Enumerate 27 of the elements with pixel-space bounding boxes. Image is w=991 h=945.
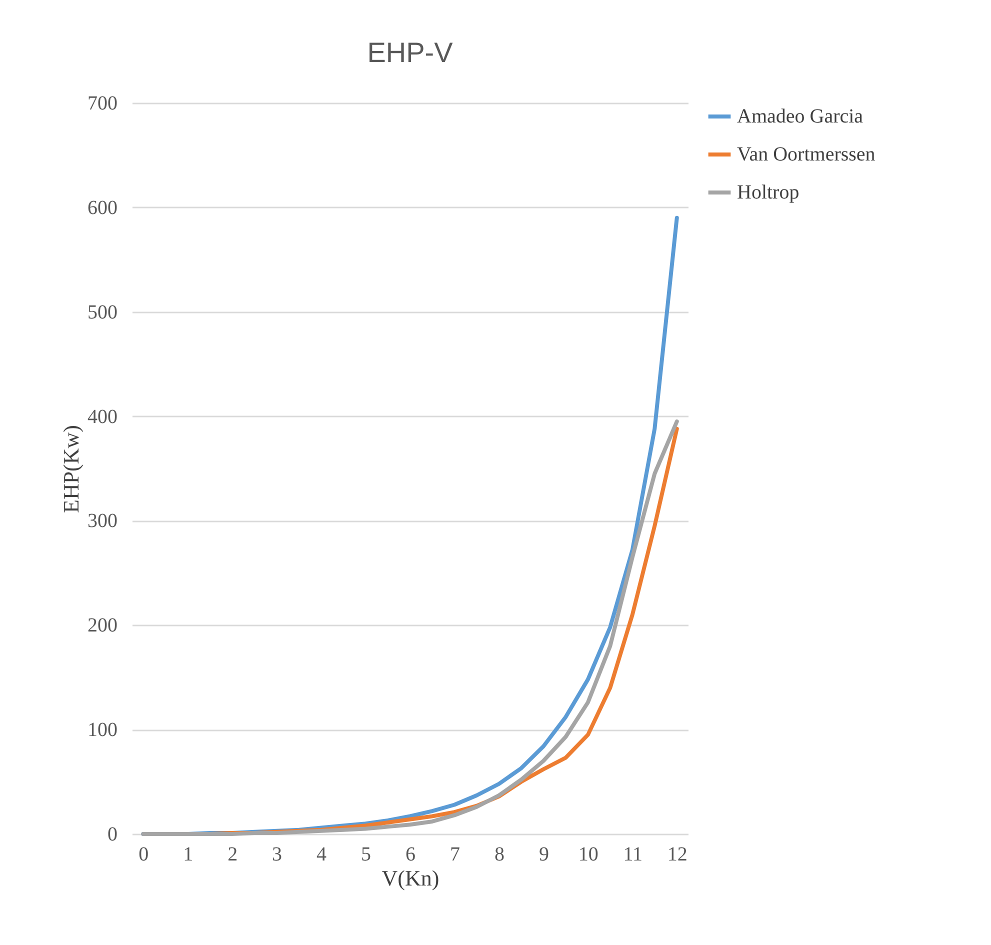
y-tick-label: 100 xyxy=(88,719,118,742)
y-tick-label: 600 xyxy=(88,196,118,219)
chart-title: EHP-V xyxy=(367,37,454,68)
x-tick-label: 3 xyxy=(272,844,282,866)
y-tick-label: 400 xyxy=(88,406,118,428)
x-tick-label: 9 xyxy=(538,844,549,866)
legend-label: Holtrop xyxy=(737,182,800,204)
x-tick-label: 10 xyxy=(578,844,598,866)
x-tick-label: 5 xyxy=(361,844,372,866)
legend-label: Amadeo Garcia xyxy=(737,106,864,128)
y-tick-label: 300 xyxy=(88,510,118,532)
y-tick-label: 200 xyxy=(88,614,118,637)
x-tick-label: 0 xyxy=(138,844,149,866)
x-tick-label: 12 xyxy=(667,844,688,866)
legend-label: Van Oortmerssen xyxy=(737,144,876,166)
x-axis-title: V(Kn) xyxy=(382,866,440,890)
y-axis-title: EHP(Kw) xyxy=(58,425,84,513)
x-tick-label: 1 xyxy=(183,844,194,866)
x-tick-label: 6 xyxy=(406,844,416,866)
x-tick-label: 2 xyxy=(228,844,238,866)
x-tick-label: 7 xyxy=(450,844,460,866)
x-tick-label: 4 xyxy=(316,844,327,866)
x-tick-label: 11 xyxy=(623,844,643,866)
y-tick-label: 0 xyxy=(108,824,118,846)
y-tick-label: 500 xyxy=(88,301,118,324)
y-tick-label: 700 xyxy=(88,92,118,114)
x-tick-label: 8 xyxy=(494,844,504,866)
